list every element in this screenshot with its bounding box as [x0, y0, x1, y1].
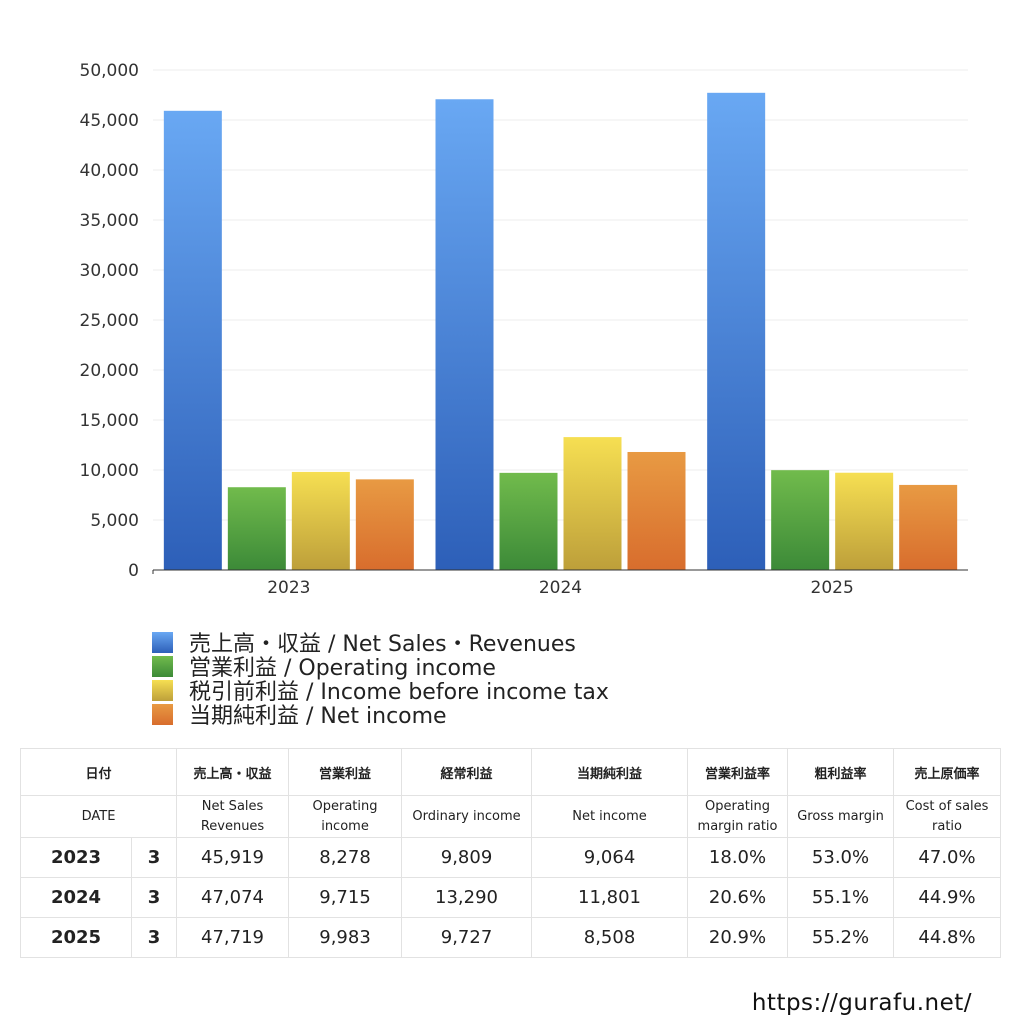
header-gross-margin-en: Gross margin	[787, 795, 895, 838]
row-net-sales: 47,719	[176, 917, 290, 958]
bar	[435, 99, 494, 570]
row-year: 2023	[20, 837, 132, 878]
row-ordinary-income: 9,809	[401, 837, 533, 878]
header-date-jp: 日付	[19, 748, 178, 796]
row-ordinary-income: 13,290	[401, 877, 533, 918]
gridlines	[153, 69, 968, 571]
row-net-sales: 45,919	[176, 837, 290, 878]
header-operating-margin-en: Operating margin ratio	[687, 795, 789, 838]
legend-swatch	[152, 703, 173, 725]
legend: 売上高・収益 / Net Sales・Revenues 営業利益 / Opera…	[152, 630, 609, 729]
y-tick-label: 50,000	[80, 61, 139, 81]
header-ordinary-income-jp: 経常利益	[401, 748, 533, 796]
bar	[163, 110, 222, 570]
y-tick-label: 45,000	[80, 111, 139, 131]
row-operating-margin: 20.9%	[687, 917, 789, 958]
financial-table: 日付 売上高・収益 営業利益 経常利益 当期純利益 営業利益率 粗利益率 売上原…	[19, 748, 1002, 958]
table-row: 2023 3 45,919 8,278 9,809 9,064 18.0% 53…	[20, 837, 1002, 878]
bar-chart: 0 5,000 10,000 15,000 20,000 25,000 30,000 35,0…	[80, 61, 968, 598]
legend-label: 税引前利益 / Income before income tax	[189, 680, 609, 705]
legend-item-operating-income: 営業利益 / Operating income	[152, 654, 609, 681]
legend-item-net-sales: 売上高・収益 / Net Sales・Revenues	[152, 630, 609, 657]
row-cost-ratio: 44.8%	[893, 917, 1002, 958]
y-tick-label: 15,000	[80, 411, 139, 431]
y-tick-label: 10,000	[80, 461, 139, 481]
row-cost-ratio: 44.9%	[893, 877, 1002, 918]
row-operating-margin: 20.6%	[687, 877, 789, 918]
row-gross-margin: 55.1%	[787, 877, 895, 918]
bar	[355, 479, 414, 570]
row-gross-margin: 53.0%	[787, 837, 895, 878]
row-operating-income: 8,278	[288, 837, 403, 878]
header-operating-margin-jp: 営業利益率	[687, 748, 789, 796]
legend-item-income-before-tax: 税引前利益 / Income before income tax	[152, 678, 609, 705]
bar	[227, 487, 286, 570]
table-row: 2025 3 47,719 9,983 9,727 8,508 20.9% 55…	[20, 917, 1002, 958]
bars	[163, 92, 958, 570]
site-url[interactable]: https://gurafu.net/	[751, 990, 972, 1016]
legend-label: 売上高・収益 / Net Sales・Revenues	[189, 632, 576, 657]
header-net-income-jp: 当期純利益	[531, 748, 689, 796]
row-cost-ratio: 47.0%	[893, 837, 1002, 878]
row-year: 2025	[20, 917, 132, 958]
row-operating-margin: 18.0%	[687, 837, 789, 878]
header-cost-ratio-en: Cost of sales ratio	[893, 795, 1002, 838]
y-axis-ticks: 0 5,000 10,000 15,000 20,000 25,000 30,000 35,0…	[80, 61, 139, 581]
bar	[899, 484, 958, 570]
x-tick-label: 2023	[267, 578, 310, 598]
bar	[291, 471, 350, 570]
table-row: 2024 3 47,074 9,715 13,290 11,801 20.6% …	[20, 877, 1002, 918]
row-month: 3	[130, 917, 178, 958]
row-net-sales: 47,074	[176, 877, 290, 918]
legend-swatch	[152, 631, 173, 653]
row-net-income: 11,801	[531, 877, 689, 918]
y-tick-label: 25,000	[80, 311, 139, 331]
row-gross-margin: 55.2%	[787, 917, 895, 958]
row-year: 2024	[20, 877, 132, 918]
row-ordinary-income: 9,727	[401, 917, 533, 958]
legend-swatch	[152, 655, 173, 677]
header-operating-income-en: Operating income	[288, 795, 403, 838]
row-net-income: 9,064	[531, 837, 689, 878]
header-net-income-en: Net income	[531, 795, 689, 838]
y-tick-label: 0	[128, 561, 139, 581]
x-tick-label: 2025	[811, 578, 854, 598]
x-tick-label: 2024	[539, 578, 582, 598]
bar	[563, 437, 622, 570]
table-header-en: DATE Net Sales Revenues Operating income…	[19, 795, 1002, 838]
bar	[627, 451, 686, 570]
legend-label: 当期純利益 / Net income	[189, 704, 447, 729]
bar	[499, 472, 558, 570]
row-operating-income: 9,715	[288, 877, 403, 918]
legend-swatch	[152, 679, 173, 701]
y-tick-label: 35,000	[80, 211, 139, 231]
row-month: 3	[130, 877, 178, 918]
y-tick-label: 5,000	[90, 511, 139, 531]
header-cost-ratio-jp: 売上原価率	[893, 748, 1002, 796]
table-header-jp: 日付 売上高・収益 営業利益 経常利益 当期純利益 営業利益率 粗利益率 売上原…	[19, 748, 1002, 796]
row-operating-income: 9,983	[288, 917, 403, 958]
y-tick-label: 30,000	[80, 261, 139, 281]
bar	[771, 470, 830, 570]
header-net-sales-jp: 売上高・収益	[176, 748, 290, 796]
x-axis-ticks: 2023 2024 2025	[267, 578, 854, 598]
y-tick-label: 20,000	[80, 361, 139, 381]
header-date-en: DATE	[19, 795, 178, 838]
header-gross-margin-jp: 粗利益率	[787, 748, 895, 796]
y-tick-label: 40,000	[80, 161, 139, 181]
legend-item-net-income: 当期純利益 / Net income	[152, 702, 609, 729]
header-ordinary-income-en: Ordinary income	[401, 795, 533, 838]
legend-label: 営業利益 / Operating income	[189, 656, 496, 681]
header-net-sales-en: Net Sales Revenues	[176, 795, 290, 838]
row-net-income: 8,508	[531, 917, 689, 958]
bar	[835, 472, 894, 570]
row-month: 3	[130, 837, 178, 878]
bar	[707, 92, 766, 570]
header-operating-income-jp: 営業利益	[288, 748, 403, 796]
